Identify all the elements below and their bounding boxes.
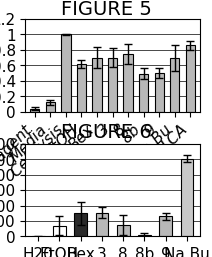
Text: FIGURE 6: FIGURE 6	[61, 123, 151, 142]
Bar	[154, 73, 164, 112]
Text: FIGURE 5: FIGURE 5	[61, 0, 151, 19]
Bar	[117, 225, 129, 236]
Bar	[95, 213, 108, 236]
Bar	[180, 159, 193, 236]
Bar	[138, 235, 151, 236]
Bar	[46, 103, 55, 112]
Bar	[108, 58, 117, 112]
Bar	[170, 59, 179, 112]
Bar	[92, 58, 102, 112]
Bar	[159, 216, 172, 236]
X-axis label: Treatment: Treatment	[60, 186, 165, 204]
Bar	[61, 35, 70, 112]
Bar	[185, 45, 195, 112]
Bar	[53, 226, 66, 236]
Bar	[77, 64, 86, 112]
Bar	[139, 74, 148, 112]
Bar	[123, 55, 132, 112]
Bar	[74, 213, 87, 236]
Bar	[30, 109, 39, 112]
